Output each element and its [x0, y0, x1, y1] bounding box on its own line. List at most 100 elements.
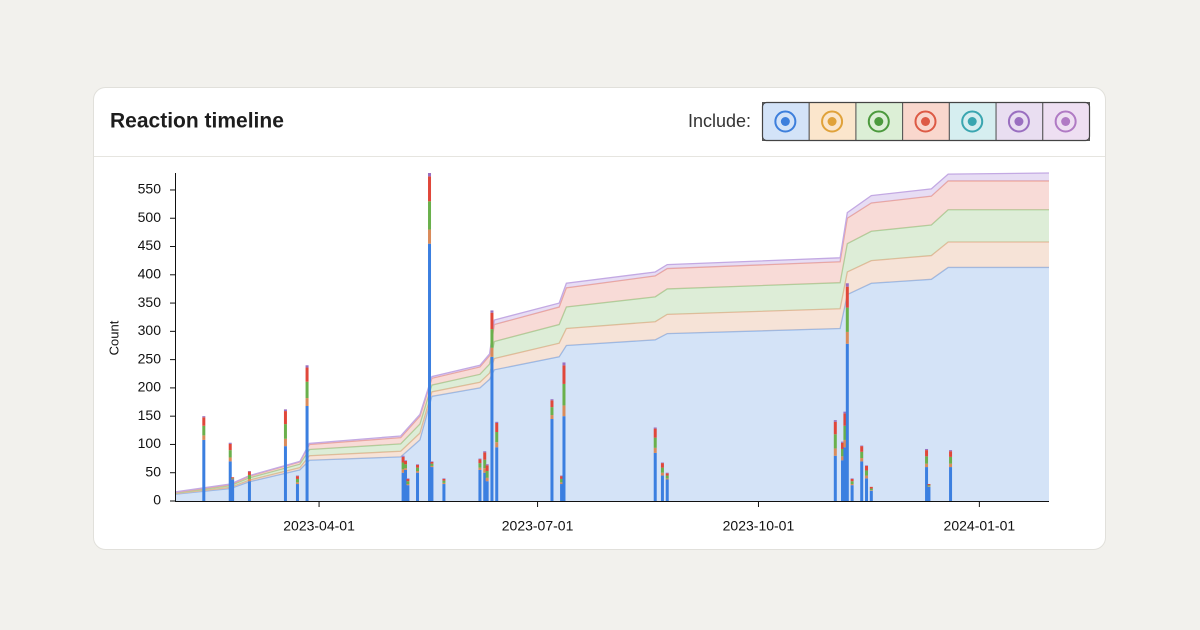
bar-segment	[295, 484, 299, 501]
bar-segment	[305, 381, 309, 399]
bar-segment	[478, 463, 482, 468]
bar-segment	[843, 425, 847, 440]
bar-segment	[665, 472, 669, 474]
bar-segment	[841, 441, 845, 443]
bar-segment	[404, 468, 408, 470]
filter-icon	[867, 110, 890, 133]
filter-button[interactable]	[902, 102, 950, 141]
bar-segment	[653, 427, 657, 429]
bar-segment	[925, 450, 929, 457]
filter-group	[761, 101, 1091, 142]
bar-segment	[202, 439, 206, 501]
bar-segment	[485, 471, 489, 478]
filter-button[interactable]	[855, 102, 904, 141]
bar-segment	[495, 447, 499, 501]
bar-segment	[401, 456, 405, 463]
bar-segment	[406, 485, 410, 501]
bar-segment	[653, 437, 657, 448]
y-tick-label: 250	[138, 350, 162, 366]
bar-segment	[416, 467, 420, 472]
bar-segment	[665, 473, 669, 476]
bar-segment	[845, 307, 849, 332]
y-axis-label: Count	[106, 320, 121, 355]
bar-segment	[247, 471, 251, 472]
bar-segment	[416, 464, 420, 465]
bar-segment	[401, 455, 405, 457]
bar-segment	[295, 482, 299, 485]
bar-segment	[428, 229, 432, 244]
bar-segment	[550, 399, 554, 401]
filter-button[interactable]	[1042, 102, 1091, 141]
y-tick-label: 300	[138, 322, 162, 338]
bar-segment	[850, 484, 854, 486]
bar-segment	[833, 421, 837, 435]
bar-segment	[202, 417, 206, 426]
bar-segment	[860, 445, 864, 447]
bar-segment	[231, 477, 235, 479]
bar-segment	[442, 484, 446, 501]
bar-segment	[490, 347, 494, 357]
bar-segment	[228, 442, 232, 444]
bar-segment	[562, 362, 566, 366]
bar-segment	[401, 469, 405, 473]
bar-segment	[850, 481, 854, 485]
include-label: Include:	[688, 111, 751, 131]
area	[175, 241, 1049, 495]
filter-icon-core	[874, 117, 884, 126]
bar-segment	[560, 478, 564, 483]
area-edge	[174, 266, 1049, 495]
filter-frame	[761, 101, 1091, 142]
bar-segment	[495, 442, 499, 448]
filter-icon	[774, 110, 797, 133]
bar-segment	[550, 407, 554, 416]
x-tick-label: 2023-10-01	[723, 518, 795, 534]
bar-segment	[843, 439, 847, 448]
bar-segment	[228, 443, 232, 451]
bar-segment	[562, 383, 566, 406]
bar-segment	[430, 465, 434, 468]
bar-segment	[231, 478, 235, 479]
bar-segment	[660, 475, 664, 501]
bar-segment	[841, 448, 845, 457]
bar-segment	[495, 432, 499, 443]
bar-segment	[927, 485, 931, 487]
bar-segment	[428, 173, 432, 177]
bar-segment	[428, 176, 432, 202]
filter-button[interactable]	[808, 102, 857, 141]
bar-segment	[305, 367, 309, 382]
bar-segment	[833, 434, 837, 449]
bar-segment	[865, 465, 869, 471]
bar-segment	[865, 465, 869, 466]
area-edge	[174, 209, 1049, 494]
bar-segment	[845, 331, 849, 344]
filter-icon-core	[1014, 117, 1024, 126]
filter-button[interactable]	[995, 102, 1044, 141]
bar-segment	[841, 456, 845, 461]
bar-segment	[478, 469, 482, 501]
bar-segment	[841, 442, 845, 449]
bar-segment	[490, 310, 494, 313]
bar-segment	[404, 460, 408, 461]
bar-segment	[283, 424, 287, 439]
bar-segment	[416, 472, 420, 501]
bar-segment	[927, 486, 931, 487]
bar-segment	[401, 472, 405, 501]
bar-segment	[485, 464, 489, 466]
filter-button[interactable]	[762, 102, 810, 141]
bar-segment	[442, 482, 446, 485]
bar-segment	[228, 461, 232, 501]
area	[175, 209, 1049, 494]
bar-segment	[202, 435, 206, 440]
bar-segment	[478, 467, 482, 470]
bar-segment	[843, 447, 847, 501]
bar-segment	[653, 428, 657, 438]
bar-segment	[202, 425, 206, 436]
bar-segment	[562, 416, 566, 501]
bar-segment	[416, 464, 420, 468]
bar-segment	[406, 478, 410, 479]
bar-segment	[550, 415, 554, 419]
bar-segment	[653, 447, 657, 453]
bar-segment	[416, 471, 420, 473]
filter-button[interactable]	[948, 102, 997, 141]
bar-segment	[865, 470, 869, 476]
